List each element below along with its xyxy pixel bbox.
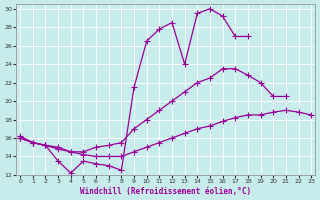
X-axis label: Windchill (Refroidissement éolien,°C): Windchill (Refroidissement éolien,°C) [80, 187, 251, 196]
